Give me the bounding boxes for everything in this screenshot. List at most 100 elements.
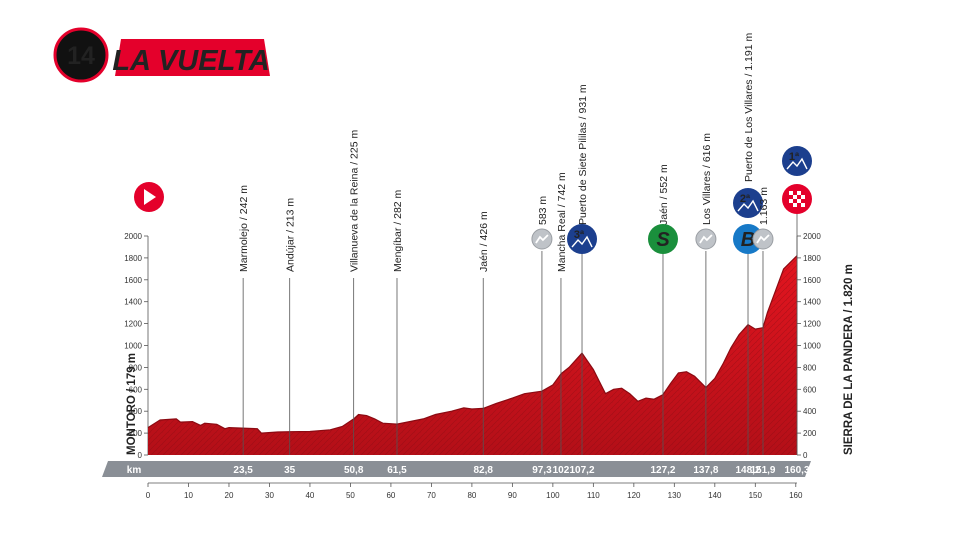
y-tick-label-right: 1000: [803, 342, 821, 351]
race-name: LA VUELTA: [112, 45, 269, 77]
climb-icon-mountain: [737, 199, 759, 212]
km-bar-label: 160,3: [784, 465, 809, 476]
y-tick-label-right: 2000: [803, 232, 821, 241]
km-bar-layer: km 23,5 35 50,8 61,5 82,8 97,3 102 107,2 127,2 137…: [102, 461, 811, 477]
bonus-icon-circle: [733, 224, 764, 254]
stage-number-badge: [53, 27, 109, 83]
waypoint-label: 1.163 m: [758, 187, 770, 225]
sprint-icon: S: [647, 224, 678, 254]
points-layer: Marmolejo / 242 m Andújar / 213 m Villanue…: [134, 33, 812, 455]
y-tick-label-left: 0: [138, 451, 143, 460]
finish-flag-icon: [782, 184, 812, 214]
x-tick-label: 40: [305, 491, 314, 500]
y-tick-label-right: 1200: [803, 320, 821, 329]
finish-icon-check: [793, 195, 797, 199]
x-tick-label: 60: [386, 491, 395, 500]
climb-icon-text: 2ª: [740, 193, 751, 205]
x-tick-label: 150: [749, 491, 763, 500]
km-bar: [102, 461, 811, 477]
feed-icon-glyph: [699, 234, 713, 244]
climb-cat1-icon: 1ª: [782, 146, 812, 176]
x-tick-label: 30: [265, 491, 274, 500]
climb-icon-mountain: [571, 235, 593, 248]
km-bar-label: 151,9: [750, 465, 775, 476]
waypoint-label: Villanueva de la Reina / 225 m: [349, 130, 361, 272]
waypoint-label: Andújar / 213 m: [285, 198, 297, 272]
y-tick-label-right: 200: [803, 429, 817, 438]
feed-zone-icon: [752, 228, 774, 250]
x-tick-label: 160: [789, 491, 803, 500]
x-tick-label: 120: [627, 491, 641, 500]
km-bar-label: 82,8: [473, 465, 493, 476]
climb-icon-circle: [567, 224, 598, 254]
finish-icon-check: [793, 203, 797, 207]
x-tick-label: 0: [146, 491, 151, 500]
km-bar-label: 23,5: [233, 465, 253, 476]
finish-icon-check: [789, 199, 793, 203]
waypoint-label: Los Villares / 616 m: [701, 133, 713, 225]
km-bar-label: 107,2: [570, 465, 595, 476]
km-bar-label: 127,2: [650, 465, 675, 476]
sprint-icon-circle: [647, 224, 678, 254]
y-tick-label-left: 1200: [124, 320, 142, 329]
x-tick-label: 140: [708, 491, 722, 500]
climb-icon-text: 3ª: [574, 229, 585, 241]
climb-cat2-icon: 2ª: [733, 188, 764, 218]
y-tick-label-left: 1000: [124, 342, 142, 351]
y-tick-label-right: 1400: [803, 298, 821, 307]
start-icon-triangle: [144, 189, 156, 205]
y-tick-label-left: 600: [129, 385, 143, 394]
climb-icon-text: 1ª: [789, 151, 800, 163]
feed-zone-icon: [695, 228, 717, 250]
start-play-icon: [134, 182, 164, 212]
elevation-profile-line: [147, 255, 798, 434]
km-bar-label: 137,8: [693, 465, 718, 476]
x-tick-label: 70: [427, 491, 436, 500]
feed-icon-glyph: [535, 234, 549, 244]
finish-icon-check: [797, 191, 801, 195]
climb-icon-circle: [733, 188, 764, 218]
finish-label: SIERRA DE LA PANDERA / 1.820 m: [843, 264, 855, 455]
bonus-icon: B: [733, 224, 764, 254]
x-tick-label: 110: [587, 491, 600, 500]
x-tick-label: 80: [467, 491, 476, 500]
y-tick-label-left: 1600: [124, 276, 142, 285]
y-tick-label-right: 0: [803, 451, 808, 460]
waypoint-label: Puerto de Siete Pililas / 931 m: [577, 84, 589, 225]
feed-zone-icon: [531, 228, 553, 250]
y-tick-label-left: 800: [129, 363, 143, 372]
climb-icon-circle: [782, 146, 812, 176]
race-header: 14 LA VUELTA: [53, 27, 270, 83]
y-tick-label-right: 1600: [803, 276, 821, 285]
y-tick-label-right: 1800: [803, 254, 821, 263]
y-tick-label-left: 1800: [124, 254, 142, 263]
x-tick-label: 20: [225, 491, 234, 500]
y-tick-label-left: 1400: [124, 298, 142, 307]
finish-icon-check: [789, 191, 793, 195]
profile-layer: [147, 255, 798, 455]
finish-icon-check: [797, 199, 801, 203]
y-tick-label-right: 800: [803, 363, 817, 372]
y-tick-label-right: 400: [803, 407, 817, 416]
bonus-icon-text: B: [741, 229, 755, 251]
waypoint-label: Puerto de Los Villares / 1.191 m: [743, 33, 755, 182]
finish-icon-check: [801, 203, 805, 207]
climb-icon-mountain: [786, 157, 808, 170]
y-tick-label-left: 2000: [124, 232, 142, 241]
x-tick-label: 10: [184, 491, 193, 500]
waypoint-label: Mancha Real / 742 m: [556, 172, 568, 272]
y-tick-label-left: 400: [129, 407, 143, 416]
y-tick-label-left: 200: [129, 429, 143, 438]
x-tick-label: 130: [668, 491, 682, 500]
x-tick-label: 100: [546, 491, 560, 500]
km-bar-label: 97,3: [532, 465, 552, 476]
waypoint-label: Mengíbar / 282 m: [392, 189, 404, 272]
sprint-icon-text: S: [656, 229, 670, 251]
x-tick-label: 50: [346, 491, 355, 500]
km-bar-label: 61,5: [387, 465, 407, 476]
x-tick-label: 90: [508, 491, 517, 500]
km-bar-label: 35: [284, 465, 296, 476]
finish-icon-check: [801, 195, 805, 199]
